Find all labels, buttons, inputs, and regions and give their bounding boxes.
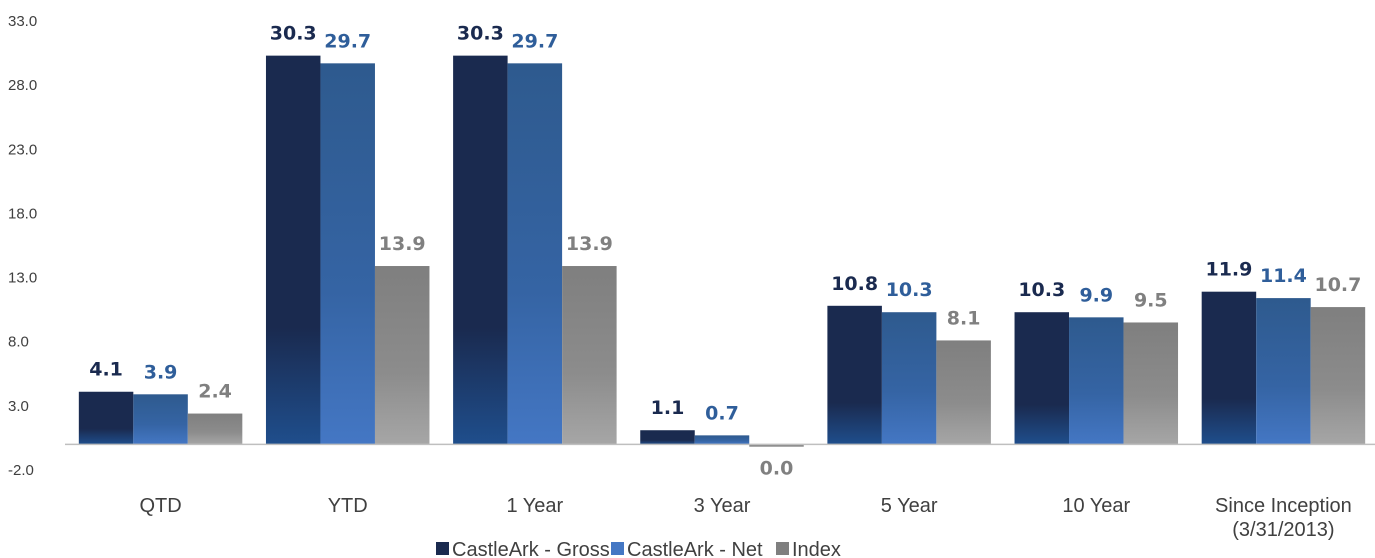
legend-item-index: Index xyxy=(776,539,841,558)
bar-gross xyxy=(453,55,508,445)
data-label-gross: 10.8 xyxy=(831,273,878,295)
bar-net xyxy=(881,312,937,445)
y-tick-label: 23.0 xyxy=(8,141,37,158)
data-label-index: 8.1 xyxy=(947,307,981,329)
legend-swatch xyxy=(611,542,624,555)
bar-index xyxy=(936,340,991,445)
bar-gross xyxy=(78,391,134,445)
bar-index xyxy=(374,266,430,445)
data-labels: 4.1 3.9 2.4 30.3 29.7 13.9 30.3 29.7 13.9 1.1 0.7 0… xyxy=(89,23,1361,480)
y-tick-label: 13.0 xyxy=(8,270,37,287)
bar-gross xyxy=(1201,291,1257,445)
bar-gross xyxy=(827,305,882,445)
data-label-net: 29.7 xyxy=(324,30,371,52)
data-label-net: 29.7 xyxy=(511,30,558,52)
x-tick-label: 3 Year xyxy=(694,495,751,517)
data-label-net: 10.3 xyxy=(886,279,933,301)
x-tick-label: 5 Year xyxy=(881,495,938,517)
bars xyxy=(78,55,1366,447)
y-tick-label: 8.0 xyxy=(8,334,29,351)
data-label-index: 9.5 xyxy=(1134,289,1168,311)
bar-index xyxy=(562,266,617,445)
bar-gross xyxy=(1014,312,1070,445)
data-label-gross: 10.3 xyxy=(1018,279,1065,301)
legend-swatch xyxy=(776,542,789,555)
data-label-index: 13.9 xyxy=(566,233,613,255)
y-tick-label: 33.0 xyxy=(8,13,37,30)
legend-item-gross: CastleArk - Gross xyxy=(436,539,610,558)
y-axis: 33.0 28.0 23.0 18.0 13.0 8.0 3.0 -2.0 xyxy=(8,13,37,479)
data-label-gross: 11.9 xyxy=(1205,259,1252,281)
x-tick-label: 1 Year xyxy=(506,495,563,517)
bar-index xyxy=(187,413,243,445)
data-label-index: 10.7 xyxy=(1314,274,1361,296)
data-label-index: 13.9 xyxy=(379,233,426,255)
data-label-index: 0.0 xyxy=(760,457,794,479)
data-label-gross: 30.3 xyxy=(457,23,504,45)
data-label-net: 3.9 xyxy=(144,361,178,383)
bar-index xyxy=(1310,307,1366,445)
legend-swatch xyxy=(436,542,449,555)
bar-net xyxy=(1256,298,1311,445)
x-tick-label: Since Inception (3/31/2013) xyxy=(1215,495,1352,541)
data-label-gross: 4.1 xyxy=(89,359,123,381)
legend-label: CastleArk - Net xyxy=(627,539,763,558)
legend-item-net: CastleArk - Net xyxy=(611,539,763,558)
x-tick-label: 10 Year xyxy=(1062,495,1130,517)
data-label-net: 0.7 xyxy=(705,402,739,424)
bar-index xyxy=(749,444,804,447)
x-axis: QTD YTD 1 Year 3 Year 5 Year 10 Year Since Inc… xyxy=(139,495,1351,541)
x-tick-label: QTD xyxy=(139,495,181,517)
data-label-gross: 30.3 xyxy=(270,23,317,45)
bar-net xyxy=(1069,317,1124,445)
bar-net xyxy=(133,394,188,445)
bar-net xyxy=(507,63,563,445)
data-label-net: 11.4 xyxy=(1260,265,1307,287)
legend-label: CastleArk - Gross xyxy=(452,539,610,558)
y-tick-label: -2.0 xyxy=(8,462,34,479)
bar-gross xyxy=(640,430,695,445)
data-label-net: 9.9 xyxy=(1079,284,1113,306)
y-tick-label: 3.0 xyxy=(8,398,29,415)
bar-index xyxy=(1123,322,1179,445)
legend: CastleArk - Gross CastleArk - Net Index xyxy=(436,539,841,558)
bar-net xyxy=(694,435,750,445)
y-tick-label: 18.0 xyxy=(8,205,37,222)
bar-net xyxy=(320,63,375,445)
data-label-index: 2.4 xyxy=(198,381,232,403)
x-tick-label: YTD xyxy=(328,495,368,517)
y-tick-label: 28.0 xyxy=(8,77,37,94)
bar-gross xyxy=(265,55,321,445)
data-label-gross: 1.1 xyxy=(651,397,685,419)
legend-label: Index xyxy=(792,539,841,558)
